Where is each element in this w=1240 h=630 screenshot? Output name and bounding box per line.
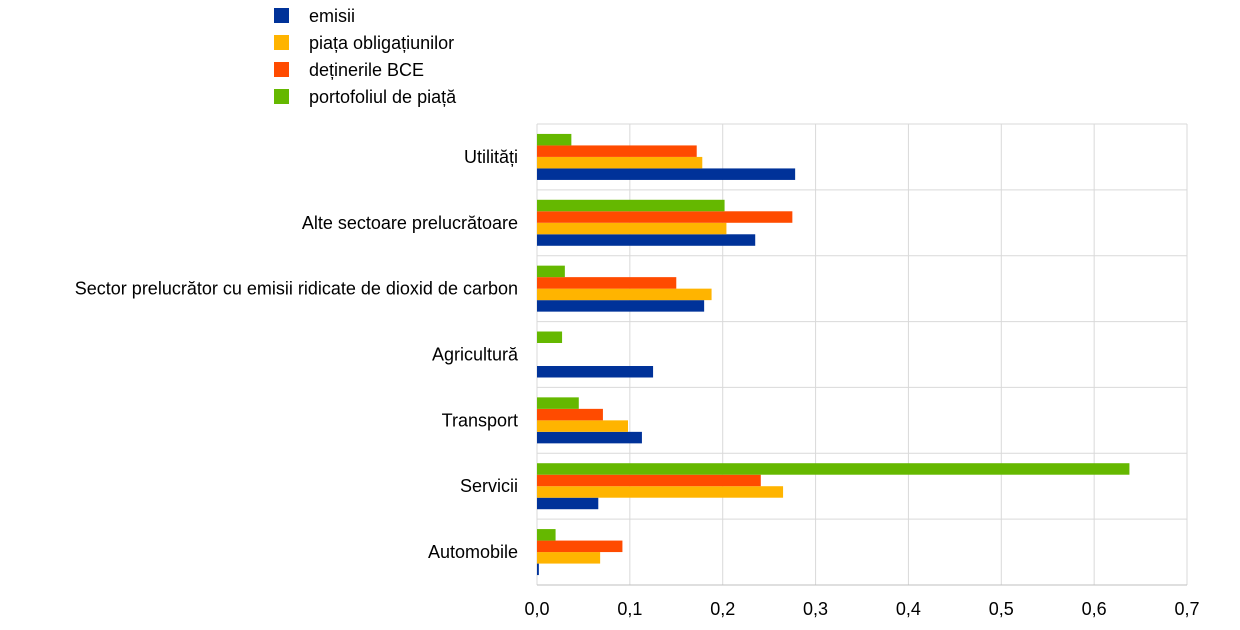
legend-label: piața obligațiunilor: [309, 33, 454, 53]
grid-lines: [536, 123, 1188, 586]
bar-portofoliul-de-piață-4: [537, 397, 579, 409]
bar-deținerile-BCE-2: [537, 277, 677, 289]
category-label: Sector prelucrător cu emisii ridicate de…: [75, 279, 518, 299]
bar-portofoliul-de-piață-3: [537, 331, 563, 343]
x-tick-label: 0,4: [896, 599, 921, 619]
legend-label: emisii: [309, 6, 355, 26]
bar-emisii-6: [537, 563, 539, 576]
bar-piața-obligațiunilor-5: [537, 486, 784, 498]
legend-swatch: [274, 89, 289, 104]
bar-deținerile-BCE-4: [537, 408, 603, 421]
bar-piața-obligațiunilor-2: [537, 288, 712, 301]
bar-piața-obligațiunilor-1: [537, 222, 727, 235]
x-axis-tick-labels: 0,0 0,1 0,2 0,3 0,4 0,5 0,6 0,7: [524, 599, 1199, 619]
bar-deținerile-BCE-5: [537, 474, 761, 487]
category-label: Agricultură: [432, 345, 519, 365]
x-tick-label: 0,5: [989, 599, 1014, 619]
bar-piața-obligațiunilor-6: [537, 552, 601, 564]
legend: emisii piața obligațiunilor deținerile BCE…: [274, 6, 457, 107]
bar-emisii-0: [537, 168, 796, 180]
bar-portofoliul-de-piață-5: [537, 463, 1130, 475]
x-tick-label: 0,0: [524, 599, 549, 619]
bar-piața-obligațiunilor-0: [537, 156, 703, 169]
category-label: Utilități: [464, 147, 518, 167]
bar-emisii-3: [537, 366, 654, 378]
x-tick-label: 0,1: [617, 599, 642, 619]
legend-swatch: [274, 8, 289, 23]
bar-portofoliul-de-piață-6: [537, 529, 556, 541]
bar-emisii-2: [537, 300, 705, 312]
category-label: Alte sectoare prelucrătoare: [302, 213, 518, 233]
bar-piața-obligațiunilor-4: [537, 420, 628, 432]
x-tick-label: 0,7: [1174, 599, 1199, 619]
bar-emisii-5: [537, 497, 599, 510]
legend-swatch: [274, 35, 289, 50]
x-tick-label: 0,6: [1082, 599, 1107, 619]
bar-portofoliul-de-piață-0: [537, 133, 572, 146]
bar-deținerile-BCE-6: [537, 540, 623, 553]
bar-deținerile-BCE-1: [537, 211, 793, 223]
bar-deținerile-BCE-0: [537, 145, 697, 157]
category-label: Servicii: [460, 476, 518, 496]
category-labels: Utilități Alte sectoare prelucrătoare Sect…: [75, 147, 519, 562]
x-tick-label: 0,3: [803, 599, 828, 619]
x-tick-label: 0,2: [710, 599, 735, 619]
bar-emisii-4: [537, 431, 642, 444]
bar-emisii-1: [537, 234, 756, 246]
bar-portofoliul-de-piață-2: [537, 265, 565, 278]
legend-label: portofoliul de piață: [309, 87, 457, 107]
category-label: Transport: [442, 410, 518, 430]
bar-portofoliul-de-piață-1: [537, 199, 725, 212]
legend-label: deținerile BCE: [309, 60, 424, 80]
bars: [537, 133, 1130, 576]
legend-swatch: [274, 62, 289, 77]
category-label: Automobile: [428, 542, 518, 562]
